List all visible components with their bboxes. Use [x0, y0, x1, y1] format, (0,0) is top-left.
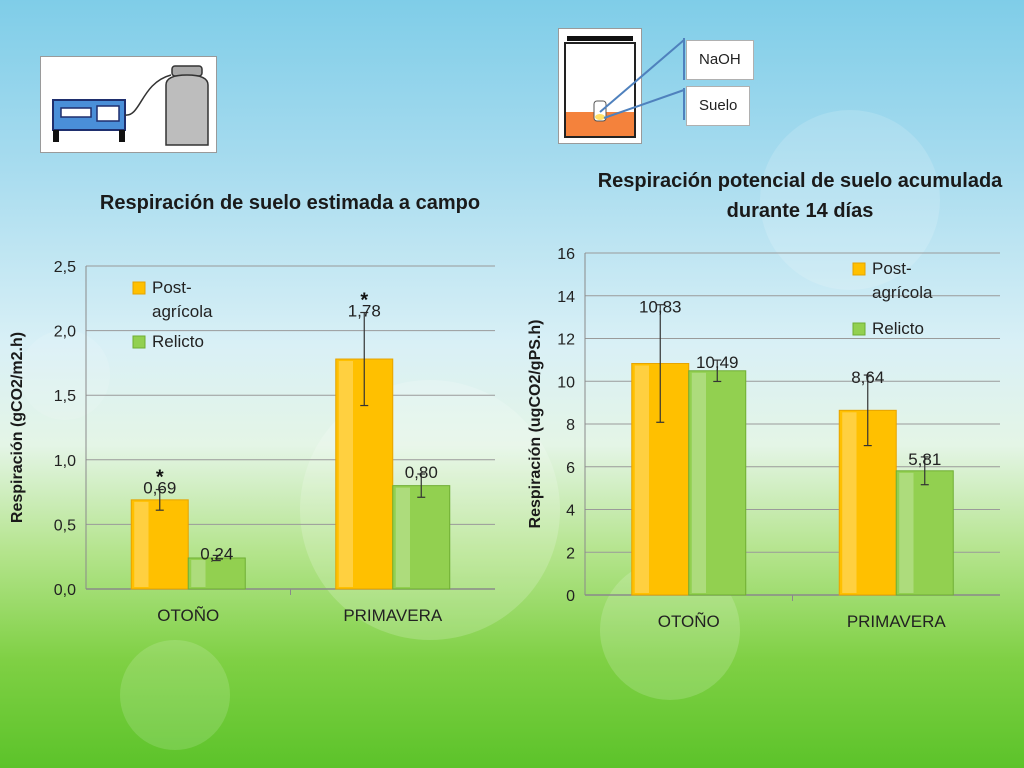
- suelo-callout: Suelo: [686, 86, 751, 126]
- bar-highlight: [842, 412, 857, 593]
- y-tick-label: 0,5: [54, 517, 76, 534]
- bar-highlight: [191, 559, 206, 587]
- data-label: 10,83: [639, 298, 682, 317]
- legend-label-line: Relicto: [872, 319, 924, 338]
- data-label: 10,49: [696, 353, 739, 372]
- y-tick-label: 1,5: [54, 388, 76, 405]
- bar-highlight: [395, 487, 410, 587]
- significance-marker: *: [156, 467, 164, 489]
- bar-highlight: [134, 501, 149, 587]
- y-tick-label: 16: [557, 246, 575, 263]
- chart-field-respiration: 0,0 0,5 1,0 1,5 2,0 2,5 Respiración (gCO2/m2.h…: [9, 259, 495, 625]
- y-tick-label: 12: [557, 332, 575, 349]
- data-label: 1,78: [348, 302, 381, 321]
- x-tick-label: OTOÑO: [658, 612, 720, 631]
- bar-highlight: [899, 472, 914, 593]
- bar-highlight: [338, 361, 353, 587]
- bar-highlight: [634, 365, 649, 593]
- y-axis-label: Respiración (gCO2/m2.h): [9, 332, 26, 523]
- data-label: 0,80: [405, 463, 438, 482]
- bar-relicto: [392, 485, 451, 590]
- bar-highlight: [691, 372, 706, 593]
- chart-potential-respiration: 0 2 4 6 8 10 12 14 16 Respiración (ugCO2/gPS.h) OT…: [527, 246, 1000, 631]
- data-label: 0,69: [143, 479, 176, 498]
- y-tick-label: 0,0: [54, 582, 76, 599]
- legend-label-line: Post-: [152, 278, 192, 297]
- naoh-callout: NaOH: [686, 40, 754, 80]
- legend-label-line: agrícola: [152, 302, 213, 321]
- naoh-jar-icon: [558, 28, 642, 144]
- bar-relicto: [187, 557, 246, 590]
- legend-label-relicto: Relicto: [152, 332, 204, 351]
- y-tick-label: 2,5: [54, 259, 76, 276]
- y-tick-label: 2,0: [54, 324, 76, 341]
- legend-swatch-relicto: [132, 335, 146, 349]
- data-label: 0,24: [200, 544, 233, 563]
- legend-swatch-post-agricola: [852, 262, 866, 276]
- soil-respiration-chamber-icon: [40, 56, 217, 153]
- y-tick-label: 4: [566, 503, 575, 520]
- legend-label-line: agrícola: [872, 283, 933, 302]
- y-tick-label: 8: [566, 417, 575, 434]
- x-tick-label: OTOÑO: [157, 606, 219, 625]
- y-tick-label: 1,0: [54, 453, 76, 470]
- significance-marker: *: [360, 290, 368, 312]
- legend-swatch-relicto: [852, 322, 866, 336]
- chart-2-title: Respiración potencial de suelo acumulada…: [590, 166, 1010, 226]
- data-label: 5,81: [908, 450, 941, 469]
- legend-label-relicto: Relicto: [872, 319, 924, 338]
- legend-label-line: Post-: [872, 259, 912, 278]
- bar-relicto: [688, 370, 747, 596]
- y-tick-label: 0: [566, 588, 575, 605]
- x-tick-label: PRIMAVERA: [343, 606, 443, 625]
- legend-label-post-agricola: Post-agrícola: [872, 259, 933, 302]
- legend-label-line: Relicto: [152, 332, 204, 351]
- y-tick-label: 6: [566, 460, 575, 477]
- chart-2-title-text: Respiración potencial de suelo acumulada…: [597, 170, 1003, 222]
- data-label: 8,64: [851, 368, 884, 387]
- bar-post-agricola: [130, 499, 189, 590]
- legend-label-post-agricola: Post-agrícola: [152, 278, 213, 321]
- x-tick-label: PRIMAVERA: [847, 612, 947, 631]
- y-tick-label: 2: [566, 545, 575, 562]
- y-axis-label: Respiración (ugCO2/gPS.h): [527, 320, 544, 529]
- chart-1-title: Respiración de suelo estimada a campo: [99, 192, 481, 214]
- y-tick-label: 10: [557, 374, 575, 391]
- legend-swatch-post-agricola: [132, 281, 146, 295]
- y-tick-label: 14: [557, 289, 575, 306]
- bar-relicto: [895, 470, 954, 596]
